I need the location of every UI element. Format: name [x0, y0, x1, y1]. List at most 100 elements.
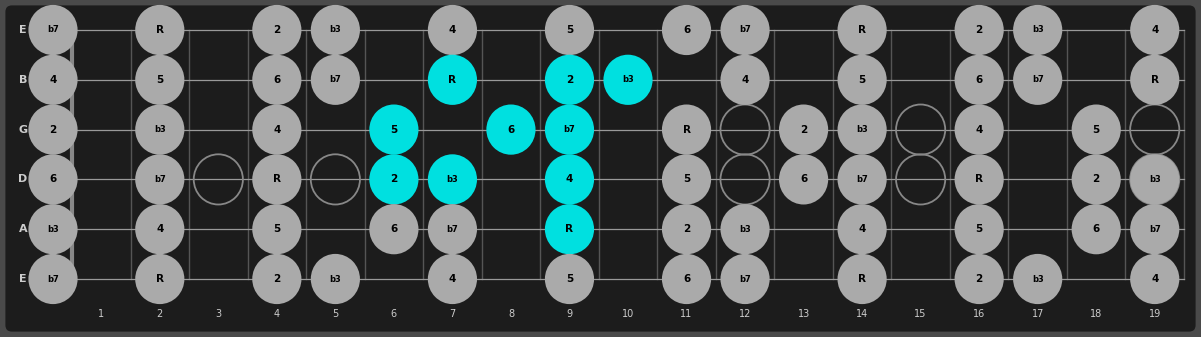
Ellipse shape — [603, 55, 652, 105]
Ellipse shape — [370, 204, 418, 254]
Text: R: R — [858, 274, 866, 284]
Ellipse shape — [29, 254, 78, 304]
Ellipse shape — [837, 104, 886, 155]
Text: b3: b3 — [329, 26, 341, 34]
Text: 4: 4 — [49, 75, 56, 85]
Text: 2: 2 — [1093, 175, 1100, 184]
Text: 4: 4 — [741, 75, 748, 85]
Ellipse shape — [486, 104, 536, 155]
Text: b7: b7 — [47, 275, 59, 283]
Text: 5: 5 — [333, 309, 339, 319]
Ellipse shape — [721, 204, 770, 254]
Text: b7: b7 — [1032, 75, 1044, 84]
Ellipse shape — [837, 254, 886, 304]
Text: 6: 6 — [390, 309, 398, 319]
Text: 5: 5 — [566, 274, 573, 284]
Text: 6: 6 — [1093, 224, 1100, 234]
Ellipse shape — [837, 55, 886, 105]
Ellipse shape — [136, 5, 185, 55]
Text: 6: 6 — [49, 175, 56, 184]
Ellipse shape — [545, 55, 594, 105]
Ellipse shape — [252, 154, 301, 205]
Text: b3: b3 — [1149, 175, 1160, 184]
Text: 4: 4 — [156, 224, 163, 234]
Text: 7: 7 — [449, 309, 455, 319]
Text: A: A — [19, 224, 28, 234]
Ellipse shape — [955, 5, 1004, 55]
Ellipse shape — [1130, 5, 1179, 55]
Text: 4: 4 — [1151, 274, 1159, 284]
Text: 2: 2 — [566, 75, 573, 85]
Ellipse shape — [545, 204, 594, 254]
Text: 2: 2 — [273, 274, 281, 284]
Text: 6: 6 — [507, 125, 514, 134]
Text: E: E — [19, 25, 26, 35]
Text: 5: 5 — [859, 75, 866, 85]
Text: b3: b3 — [1032, 275, 1044, 283]
Ellipse shape — [662, 5, 711, 55]
Text: 2: 2 — [975, 274, 982, 284]
Text: 18: 18 — [1091, 309, 1103, 319]
Ellipse shape — [779, 104, 829, 155]
Ellipse shape — [252, 254, 301, 304]
Ellipse shape — [252, 104, 301, 155]
Ellipse shape — [1130, 254, 1179, 304]
Ellipse shape — [311, 254, 360, 304]
Text: R: R — [975, 175, 984, 184]
Text: 5: 5 — [390, 125, 398, 134]
Text: 4: 4 — [566, 175, 573, 184]
FancyBboxPatch shape — [4, 4, 1197, 333]
Text: 5: 5 — [156, 75, 163, 85]
Text: b3: b3 — [739, 225, 751, 234]
Ellipse shape — [428, 55, 477, 105]
Text: R: R — [858, 25, 866, 35]
Text: 3: 3 — [215, 309, 221, 319]
Text: 5: 5 — [566, 25, 573, 35]
Text: 2: 2 — [390, 175, 398, 184]
Text: 4: 4 — [449, 25, 456, 35]
Text: b3: b3 — [856, 125, 868, 134]
Ellipse shape — [1071, 204, 1121, 254]
Ellipse shape — [1130, 154, 1179, 205]
Text: 6: 6 — [975, 75, 982, 85]
Ellipse shape — [428, 204, 477, 254]
Text: R: R — [156, 25, 163, 35]
Ellipse shape — [29, 55, 78, 105]
Text: b3: b3 — [1032, 26, 1044, 34]
Ellipse shape — [136, 104, 185, 155]
Ellipse shape — [955, 254, 1004, 304]
Ellipse shape — [252, 55, 301, 105]
Text: 11: 11 — [681, 309, 693, 319]
Text: b7: b7 — [47, 26, 59, 34]
Text: b7: b7 — [1149, 225, 1160, 234]
Ellipse shape — [1130, 204, 1179, 254]
Ellipse shape — [721, 5, 770, 55]
Text: b3: b3 — [154, 125, 166, 134]
Ellipse shape — [1014, 5, 1062, 55]
Ellipse shape — [545, 254, 594, 304]
Text: 4: 4 — [859, 224, 866, 234]
Ellipse shape — [1014, 55, 1062, 105]
Text: 6: 6 — [800, 175, 807, 184]
Text: R: R — [448, 75, 456, 85]
Text: E: E — [19, 274, 26, 284]
Text: 1: 1 — [98, 309, 104, 319]
Text: 4: 4 — [1151, 25, 1159, 35]
Ellipse shape — [721, 55, 770, 105]
Text: 6: 6 — [683, 274, 691, 284]
Ellipse shape — [136, 154, 185, 205]
Text: b3: b3 — [47, 225, 59, 234]
Text: b3: b3 — [447, 175, 459, 184]
Ellipse shape — [955, 154, 1004, 205]
Text: 5: 5 — [683, 175, 691, 184]
Text: b7: b7 — [447, 225, 459, 234]
Ellipse shape — [428, 5, 477, 55]
Text: 4: 4 — [274, 309, 280, 319]
Ellipse shape — [311, 5, 360, 55]
Ellipse shape — [955, 55, 1004, 105]
Ellipse shape — [29, 154, 78, 205]
Text: 12: 12 — [739, 309, 752, 319]
Text: D: D — [18, 175, 28, 184]
Text: 16: 16 — [973, 309, 985, 319]
Ellipse shape — [136, 204, 185, 254]
